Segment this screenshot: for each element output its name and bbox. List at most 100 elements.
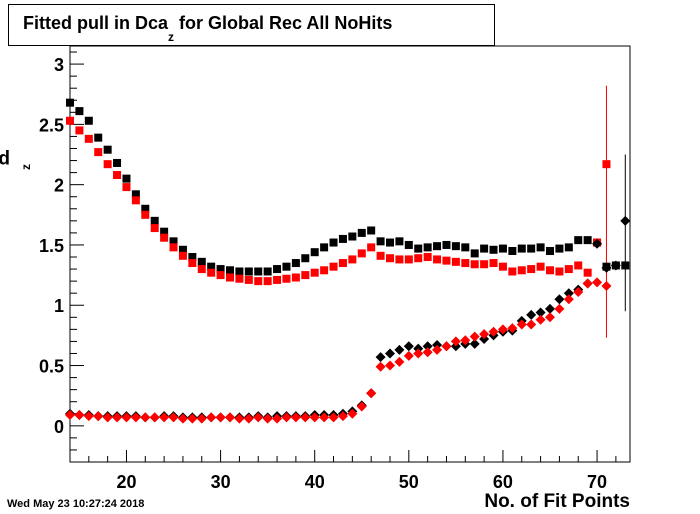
data-point-square bbox=[508, 267, 517, 276]
y-tick-label: 0.5 bbox=[39, 357, 64, 377]
data-point-square bbox=[216, 265, 225, 274]
data-point-square bbox=[131, 190, 140, 199]
data-point-diamond bbox=[300, 412, 311, 423]
data-point-diamond bbox=[554, 303, 565, 314]
data-point-square bbox=[536, 243, 545, 252]
data-point-square bbox=[226, 266, 234, 275]
y-axis-label-subscript: z bbox=[19, 164, 33, 170]
data-point-diamond bbox=[93, 411, 104, 422]
data-point-diamond bbox=[74, 409, 85, 420]
data-point-diamond bbox=[479, 329, 490, 340]
data-point-square bbox=[451, 242, 460, 251]
data-point-square bbox=[84, 134, 93, 143]
data-point-square bbox=[169, 243, 178, 252]
data-point-square bbox=[527, 244, 536, 253]
timestamp: Wed May 23 10:27:24 2018 bbox=[7, 498, 145, 510]
title-subscript: z bbox=[168, 30, 175, 44]
data-point-square bbox=[282, 274, 291, 283]
data-point-diamond bbox=[206, 412, 217, 423]
data-point-square bbox=[517, 266, 526, 275]
data-point-square bbox=[122, 183, 131, 192]
data-point-square bbox=[188, 253, 197, 262]
x-tick-label: 60 bbox=[493, 472, 513, 492]
data-point-square bbox=[329, 238, 338, 247]
x-tick-label: 50 bbox=[399, 472, 419, 492]
data-point-square bbox=[461, 243, 470, 252]
data-point-square bbox=[489, 245, 498, 254]
y-tick-label: 0 bbox=[54, 417, 64, 437]
data-point-diamond bbox=[309, 412, 320, 423]
data-point-square bbox=[555, 267, 564, 276]
data-point-square bbox=[414, 244, 423, 253]
data-point-square bbox=[94, 133, 103, 142]
data-point-square bbox=[178, 251, 187, 260]
data-point-diamond bbox=[130, 412, 141, 423]
data-point-diamond bbox=[272, 413, 283, 424]
data-point-square bbox=[150, 216, 159, 225]
data-point-diamond bbox=[253, 412, 264, 423]
data-point-square bbox=[169, 237, 178, 246]
y-tick-label: 2.5 bbox=[39, 115, 64, 135]
title-rest: for Global Rec All NoHits bbox=[174, 13, 393, 33]
data-point-square bbox=[338, 234, 347, 243]
data-point-square bbox=[470, 249, 479, 258]
data-point-square bbox=[263, 267, 272, 276]
data-point-square bbox=[508, 246, 517, 255]
data-point-diamond bbox=[234, 413, 245, 424]
data-point-square bbox=[386, 238, 394, 247]
data-point-square bbox=[282, 262, 291, 271]
data-point-diamond bbox=[375, 352, 386, 363]
data-point-square bbox=[197, 265, 206, 274]
data-point-square bbox=[527, 265, 536, 274]
plot-frame bbox=[69, 45, 631, 463]
data-point-diamond bbox=[403, 341, 414, 352]
data-point-square bbox=[367, 243, 376, 252]
data-point-diamond bbox=[347, 408, 358, 419]
data-point-square bbox=[376, 237, 385, 246]
data-point-square bbox=[480, 244, 489, 253]
data-point-square bbox=[461, 259, 470, 268]
data-point-diamond bbox=[422, 347, 433, 358]
data-point-diamond bbox=[243, 413, 254, 424]
data-point-diamond bbox=[394, 344, 405, 355]
data-point-square bbox=[320, 243, 329, 252]
data-point-square bbox=[66, 98, 74, 107]
data-point-diamond bbox=[526, 319, 537, 330]
data-point-diamond bbox=[460, 335, 471, 346]
data-point-square bbox=[216, 271, 225, 280]
data-point-square bbox=[84, 116, 93, 125]
plot-area bbox=[69, 45, 631, 463]
data-point-diamond bbox=[112, 412, 123, 423]
data-point-diamond bbox=[582, 278, 593, 289]
y-tick-label: 1 bbox=[54, 296, 64, 316]
data-point-diamond bbox=[385, 348, 395, 359]
data-point-square bbox=[244, 275, 253, 284]
data-point-square bbox=[207, 262, 216, 271]
data-point-square bbox=[235, 274, 244, 283]
data-point-square bbox=[291, 259, 300, 268]
data-point-square bbox=[395, 255, 404, 264]
data-point-diamond bbox=[159, 412, 170, 423]
data-point-square bbox=[310, 268, 319, 277]
data-point-diamond bbox=[563, 288, 574, 299]
data-point-square bbox=[197, 257, 206, 266]
data-point-diamond bbox=[290, 412, 301, 423]
data-point-square bbox=[66, 116, 74, 125]
data-point-square bbox=[178, 245, 187, 254]
data-point-square bbox=[517, 244, 526, 253]
data-point-square bbox=[235, 267, 244, 276]
data-point-square bbox=[357, 249, 366, 258]
data-point-diamond bbox=[573, 286, 584, 297]
error-bars bbox=[605, 85, 626, 338]
x-axis-label: No. of Fit Points bbox=[484, 491, 630, 512]
data-point-square bbox=[451, 257, 460, 266]
data-point-square bbox=[329, 262, 338, 271]
data-point-diamond bbox=[65, 409, 75, 420]
data-point-diamond bbox=[497, 324, 508, 335]
data-point-diamond bbox=[610, 260, 621, 271]
data-point-diamond bbox=[535, 307, 546, 318]
data-point-square bbox=[207, 268, 216, 277]
y-tick-label: 2 bbox=[54, 176, 64, 196]
data-point-square bbox=[574, 261, 583, 270]
